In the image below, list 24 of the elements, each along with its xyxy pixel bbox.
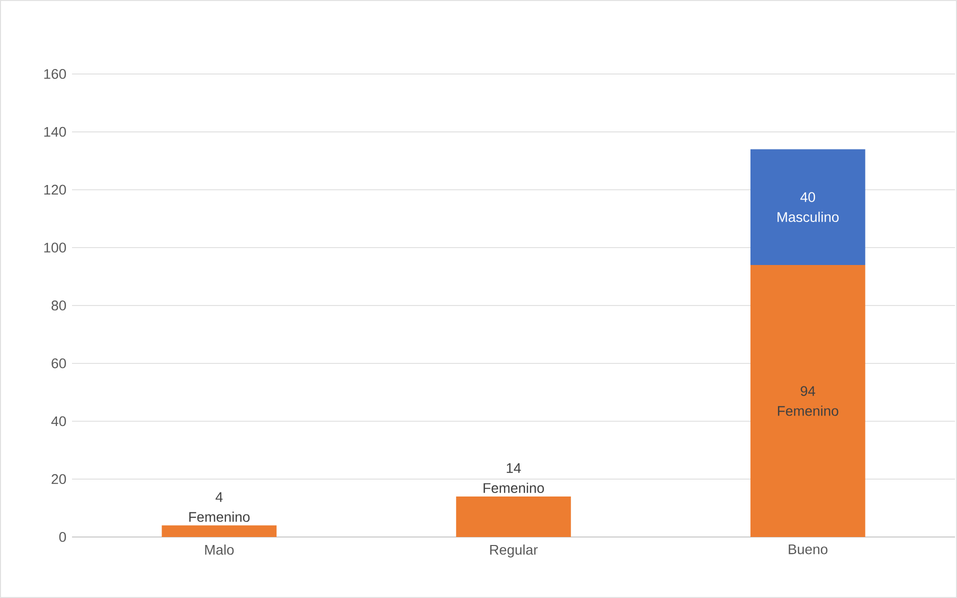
y-tick-label: 20 [52,474,66,484]
data-label: 14 [506,463,521,473]
bar [456,496,571,537]
y-tick-label: 80 [52,300,66,310]
y-tick-label: 60 [52,358,66,368]
bar [162,525,277,537]
data-label: 40 [800,192,816,202]
series-label: Masculino [778,212,839,222]
data-label: 94 [800,386,816,396]
y-tick-label: 160 [44,69,66,79]
x-tick-label: Regular [490,544,538,558]
text: Femenino [484,482,544,493]
y-tick-label: 100 [44,242,66,253]
bar [750,264,866,537]
data-label: 4 [216,492,223,502]
x-tick-label: Malo [205,544,234,555]
text: Femenino [778,406,838,416]
y-tick-label: 40 [51,416,66,426]
series-label: Femenino [189,512,250,522]
y-tick-label: 140 [44,126,66,137]
y-tick-label: 0 [59,532,66,542]
x-tick-label: Bueno [788,544,828,554]
y-tick-label: 120 [44,184,66,195]
bar [750,149,866,265]
